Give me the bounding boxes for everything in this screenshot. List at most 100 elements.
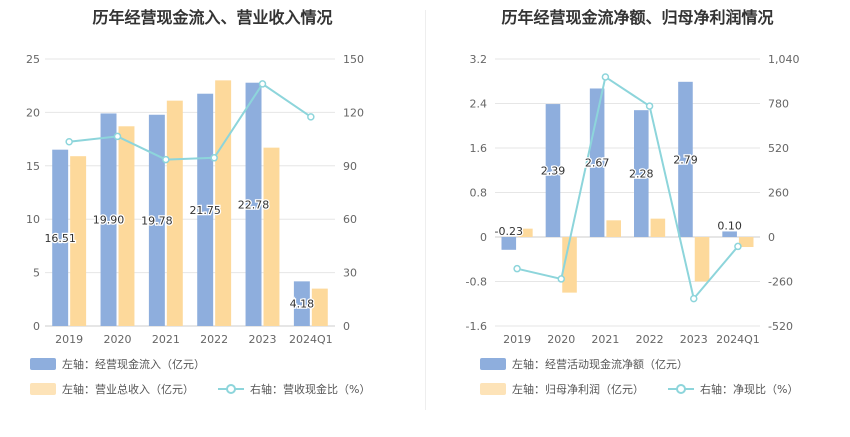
x-axis-tick-label: 2019 — [55, 333, 83, 346]
legend-item-inflow[interactable]: 左轴：经营现金流入（亿元） — [30, 356, 205, 372]
left-axis-tick-label: -1.6 — [466, 320, 487, 333]
legend-item-profit[interactable]: 左轴：归母净利润（亿元） — [480, 381, 644, 397]
bar-secondary — [118, 126, 135, 326]
legend-item-netcash-ratio[interactable]: 右轴：净现比（%） — [668, 381, 798, 397]
bar-primary — [52, 149, 69, 326]
bar-primary — [722, 231, 737, 237]
ratio-line-point — [557, 275, 565, 283]
ratio-line-point — [113, 132, 122, 141]
legend-swatch — [30, 358, 56, 370]
legend-label: 左轴：经营现金流入（亿元） — [62, 358, 205, 371]
panel-divider — [425, 10, 426, 410]
bar-secondary — [215, 80, 232, 326]
legend-label: 右轴：营收现金比（%） — [250, 383, 371, 396]
bar-primary — [634, 110, 649, 237]
bar-data-label: 2.39 — [541, 165, 566, 178]
bar-secondary — [606, 220, 621, 237]
legend-label: 左轴：营业总收入（亿元） — [62, 383, 194, 396]
ratio-line-point — [210, 154, 218, 162]
bar-primary — [501, 237, 517, 250]
bar-data-label: 16.51 — [44, 232, 76, 245]
x-axis-tick-label: 2019 — [503, 333, 531, 346]
bar-data-label: 21.75 — [189, 204, 221, 217]
chart-panel-cashflow-revenue: 历年经营现金流入、营业收入情况 0 5 10 15 20 25 0 30 60 90 120 150 2… — [26, 8, 370, 397]
bar-secondary — [562, 237, 577, 293]
right-axis-tick-label: 60 — [343, 213, 357, 226]
x-axis-tick-label: 2024Q1 — [289, 333, 333, 346]
right-axis-tick-label: 30 — [343, 267, 357, 280]
bar-data-label: 2.67 — [585, 157, 610, 170]
right-axis-tick-label: 260 — [768, 187, 789, 200]
x-axis-tick-label: 2020 — [104, 333, 132, 346]
bar-secondary — [263, 147, 280, 326]
right-axis-tick-label: 150 — [343, 53, 364, 66]
legend-label: 左轴：经营活动现金流净额（亿元） — [512, 358, 688, 371]
right-axis-tick-label: 520 — [768, 142, 789, 155]
right-axis-tick-label: 90 — [343, 160, 357, 173]
right-axis-tick-label: -260 — [768, 276, 793, 289]
legend-swatch — [480, 358, 506, 370]
bar-primary — [589, 88, 605, 237]
chart-title: 历年经营现金流净额、归母净利润情况 — [501, 8, 774, 27]
bar-primary — [293, 281, 310, 326]
bar-data-label: 19.78 — [141, 214, 173, 227]
x-axis-tick-label: 2021 — [591, 333, 619, 346]
ratio-line — [69, 82, 312, 161]
left-axis-tick-label: 1.6 — [470, 142, 488, 155]
left-axis-tick-label: 0.8 — [470, 187, 488, 200]
ratio-line-point — [601, 73, 610, 81]
ratio-line-point — [513, 264, 521, 273]
bar-secondary — [70, 156, 87, 326]
bar-primary — [678, 81, 693, 238]
chart-plot: -1.6 -0.8 0 0.8 1.6 2.4 3.2 -520 -260 0 260 520 780 1… — [466, 53, 800, 346]
left-axis-tick-label: 10 — [26, 213, 40, 226]
left-axis-tick-label: 25 — [26, 53, 40, 66]
right-axis-tick-label: 780 — [768, 98, 789, 111]
ratio-line-point — [690, 294, 698, 303]
legend-item-netcash[interactable]: 左轴：经营活动现金流净额（亿元） — [480, 356, 688, 372]
legend-line-swatch — [668, 383, 694, 395]
legend-swatch — [30, 383, 56, 395]
bar-primary — [197, 93, 214, 327]
ratio-line-point — [258, 80, 267, 88]
x-axis-tick-label: 2023 — [249, 333, 277, 346]
bar-data-label: 22.78 — [238, 198, 270, 211]
bar-secondary — [166, 100, 183, 326]
ratio-line-point — [734, 242, 742, 251]
legend-swatch — [480, 383, 506, 395]
bar-data-label: 0.10 — [717, 219, 742, 232]
x-axis-tick-label: 2020 — [547, 333, 575, 346]
x-axis-tick-label: 2021 — [152, 333, 180, 346]
x-axis-tick-label: 2022 — [200, 333, 228, 346]
left-axis-tick-label: 20 — [26, 106, 40, 119]
bar-data-label: 2.28 — [629, 168, 654, 181]
left-axis-tick-label: 3.2 — [470, 53, 488, 66]
left-axis-tick-label: -0.8 — [466, 276, 487, 289]
right-axis-tick-label: 0 — [768, 231, 775, 244]
left-axis-tick-label: 5 — [33, 267, 40, 280]
bar-data-label: -0.23 — [495, 225, 523, 238]
bar-primary — [148, 114, 165, 326]
bar-data-label: 4.18 — [290, 298, 315, 311]
left-axis-tick-label: 0 — [480, 231, 487, 244]
legend-item-revenue[interactable]: 左轴：营业总收入（亿元） — [30, 381, 194, 397]
ratio-line-point — [645, 102, 654, 110]
ratio-line-point — [162, 155, 170, 164]
bar-secondary — [738, 237, 754, 248]
bar-primary — [100, 113, 117, 326]
bar-secondary — [650, 218, 666, 237]
bar-data-label: 19.90 — [93, 214, 125, 227]
x-axis-tick-label: 2024Q1 — [716, 333, 760, 346]
ratio-line — [516, 75, 739, 301]
x-axis-tick-label: 2023 — [680, 333, 708, 346]
right-axis-tick-label: -520 — [768, 320, 793, 333]
left-axis-tick-label: 15 — [26, 160, 40, 173]
bar-data-label: 2.79 — [673, 153, 698, 166]
chart-panel-netcash-profit: 历年经营现金流净额、归母净利润情况 -1.6 -0.8 0 0.8 1.6 2.4 3.2 -… — [425, 0, 850, 437]
bar-secondary — [311, 288, 328, 326]
ratio-line-point — [307, 113, 315, 121]
bar-primary — [245, 82, 262, 327]
chart-title: 历年经营现金流入、营业收入情况 — [92, 8, 333, 27]
left-axis-tick-label: 2.4 — [470, 98, 488, 111]
legend-item-ratio[interactable]: 右轴：营收现金比（%） — [218, 381, 370, 397]
